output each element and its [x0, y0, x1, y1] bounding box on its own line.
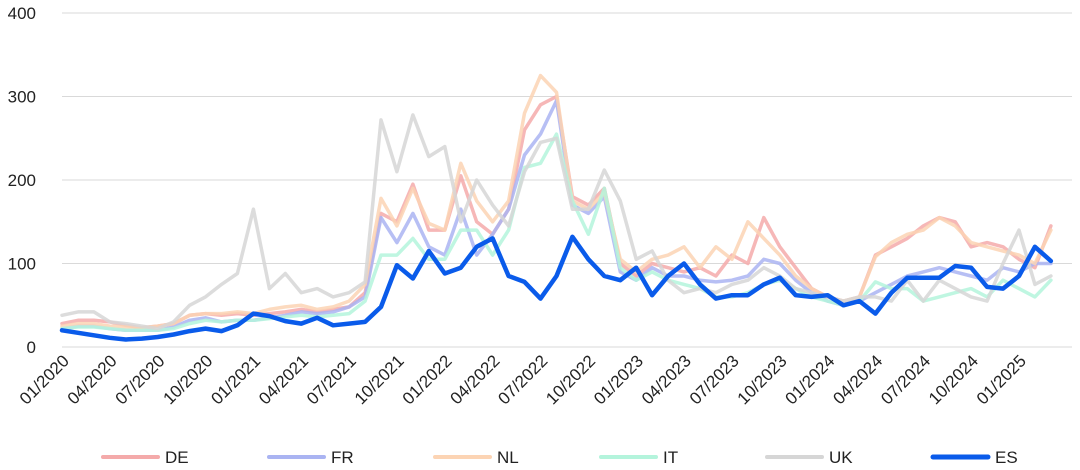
legend-label-fr: FR [331, 448, 354, 467]
x-tick-label: 04/2021 [255, 351, 312, 408]
legend-label-es: ES [995, 448, 1018, 467]
y-tick-label: 0 [27, 338, 36, 357]
x-tick-label: 07/2023 [686, 351, 743, 408]
x-tick-label: 07/2024 [877, 351, 934, 408]
series-line-es [59, 234, 1054, 342]
series-line-uk [60, 113, 1053, 331]
x-tick-label: 10/2024 [925, 351, 982, 408]
x-tick-label: 01/2021 [207, 351, 264, 408]
legend-label-uk: UK [829, 448, 853, 467]
x-tick-label: 01/2025 [973, 351, 1030, 408]
series-line-nl [60, 73, 1053, 330]
legend-label-de: DE [165, 448, 189, 467]
x-tick-label: 10/2023 [734, 351, 791, 408]
x-tick-label: 07/2020 [112, 351, 169, 408]
y-tick-label: 300 [8, 88, 36, 107]
x-tick-label: 10/2022 [542, 351, 599, 408]
x-tick-label: 04/2023 [638, 351, 695, 408]
x-tick-label: 10/2020 [159, 351, 216, 408]
y-tick-label: 400 [8, 4, 36, 23]
series-line-it [60, 132, 1053, 333]
legend: DE FR NL IT UK ES [101, 448, 1018, 467]
x-tick-label: 04/2022 [447, 351, 504, 408]
y-axis-ticks: 0 100 200 300 400 [8, 4, 36, 357]
y-tick-label: 200 [8, 171, 36, 190]
x-tick-label: 10/2021 [351, 351, 408, 408]
series-lines [59, 73, 1054, 342]
x-tick-label: 07/2021 [303, 351, 360, 408]
x-tick-label: 01/2022 [399, 351, 456, 408]
x-tick-label: 01/2024 [782, 351, 839, 408]
legend-label-it: IT [663, 448, 678, 467]
y-tick-label: 100 [8, 255, 36, 274]
x-tick-label: 04/2024 [829, 351, 886, 408]
x-tick-label: 07/2022 [494, 351, 551, 408]
x-tick-label: 01/2020 [16, 351, 73, 408]
x-tick-label: 04/2020 [64, 351, 121, 408]
x-axis-ticks: 01/202004/202007/202010/202001/202104/20… [16, 351, 1030, 408]
legend-label-nl: NL [497, 448, 519, 467]
x-tick-label: 01/2023 [590, 351, 647, 408]
